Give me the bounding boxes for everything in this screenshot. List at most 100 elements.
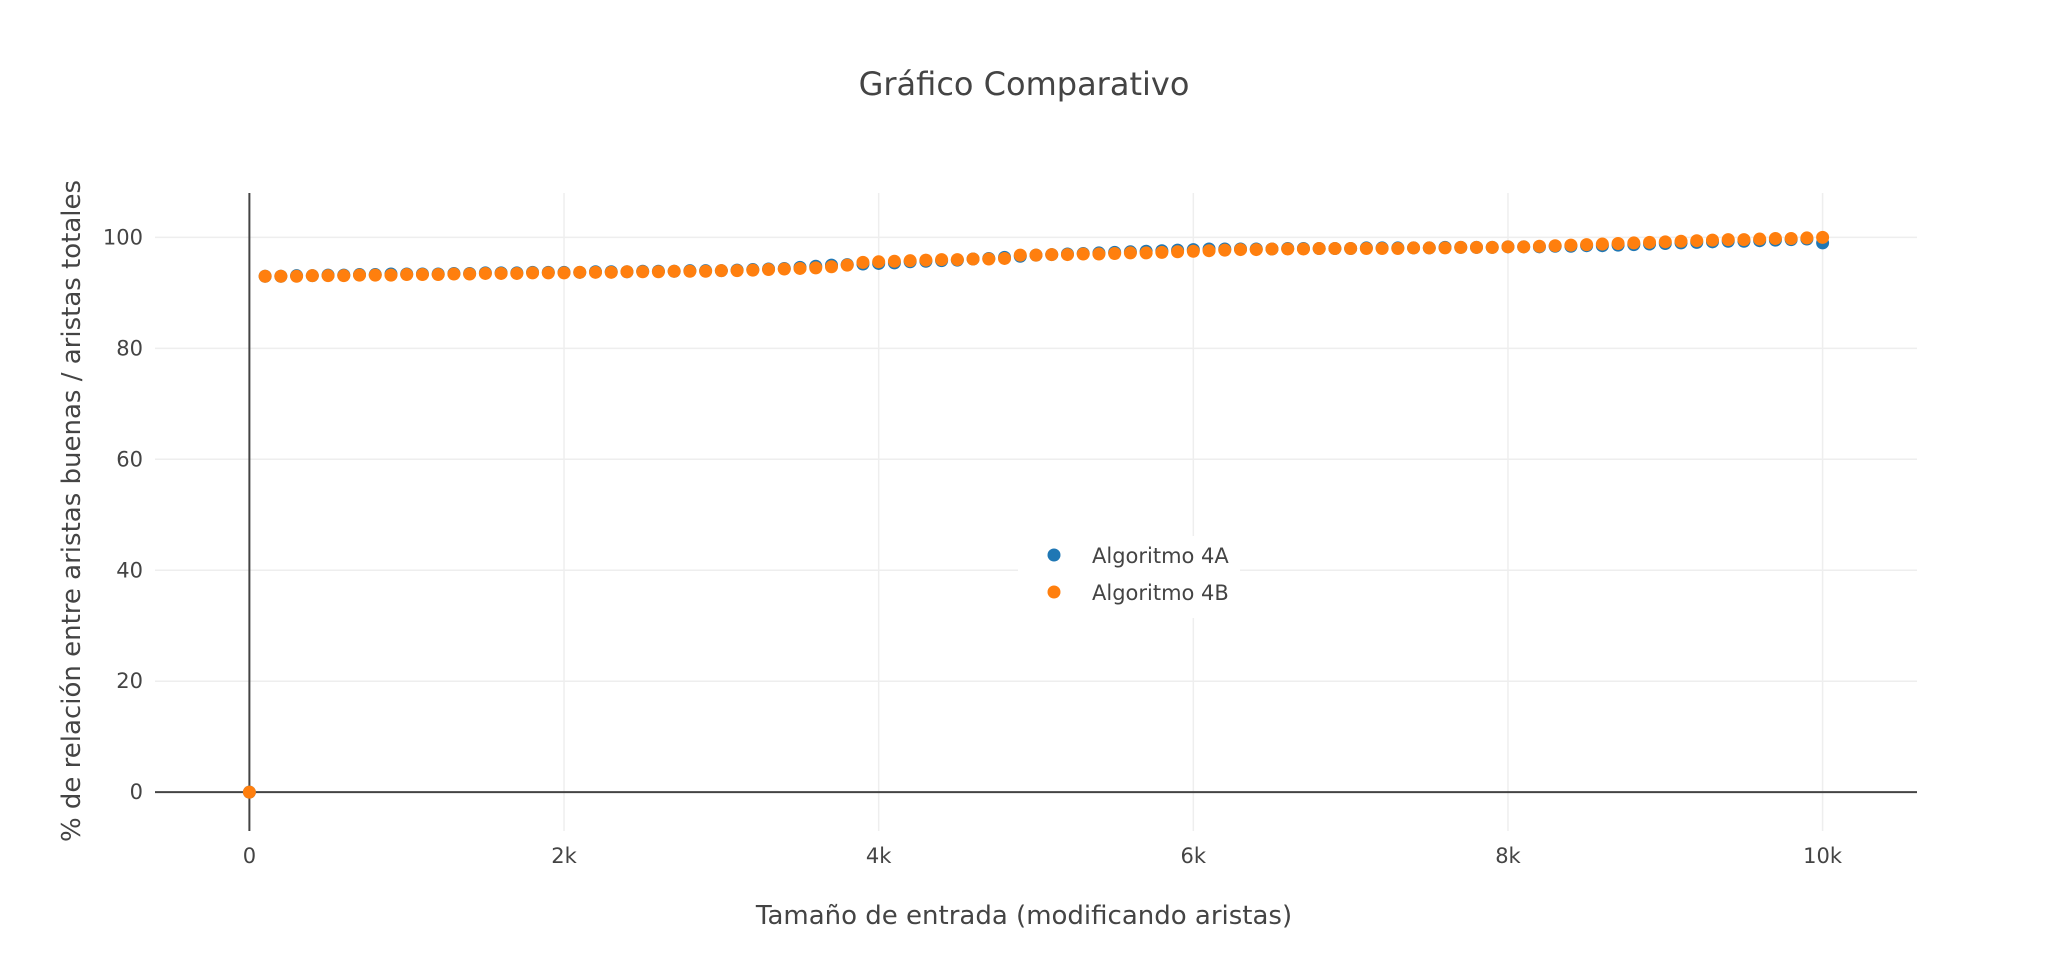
x-tick-label: 6k — [1181, 844, 1207, 868]
y-tick-label: 0 — [130, 780, 143, 804]
data-point — [494, 266, 508, 280]
data-point — [1171, 245, 1185, 259]
data-point — [1548, 239, 1562, 253]
data-point — [919, 253, 933, 267]
data-point — [620, 265, 634, 279]
data-point — [1045, 248, 1059, 262]
data-point — [1454, 240, 1468, 254]
x-tick-label: 10k — [1803, 844, 1843, 868]
data-point — [557, 266, 571, 280]
data-point — [541, 266, 555, 280]
data-point — [1438, 241, 1452, 255]
x-tick-label: 0 — [243, 844, 256, 868]
data-point — [683, 264, 697, 278]
data-point — [777, 262, 791, 276]
data-point — [998, 251, 1012, 265]
data-point — [463, 267, 477, 281]
data-point — [400, 268, 414, 282]
data-point — [1737, 233, 1751, 247]
data-point — [856, 255, 870, 269]
data-point — [1595, 237, 1609, 251]
data-point — [1470, 240, 1483, 254]
data-point — [1249, 243, 1263, 257]
y-tick-label: 100 — [103, 225, 143, 249]
data-point — [1753, 232, 1767, 246]
data-point — [337, 269, 351, 283]
data-point — [1359, 241, 1373, 255]
data-point — [887, 254, 901, 268]
series-algoritmo-4a — [242, 232, 1830, 799]
data-point — [1627, 236, 1641, 250]
gridlines — [155, 193, 1917, 831]
data-point — [1485, 240, 1499, 254]
data-point — [1312, 241, 1326, 255]
data-point — [1768, 231, 1782, 245]
data-point — [966, 252, 980, 266]
legend-marker — [1047, 548, 1061, 562]
data-point — [1186, 244, 1200, 258]
x-tick-label: 2k — [551, 844, 577, 868]
data-point — [950, 253, 964, 267]
data-point — [510, 266, 524, 280]
data-point — [730, 264, 744, 278]
data-point — [699, 264, 713, 278]
data-point — [762, 263, 776, 277]
data-point — [1690, 234, 1704, 248]
data-point — [1816, 230, 1830, 244]
legend-marker — [1047, 585, 1061, 599]
data-point — [667, 264, 681, 278]
data-point — [1517, 240, 1531, 254]
data-point — [840, 258, 854, 272]
data-point — [274, 269, 288, 283]
data-point — [1611, 236, 1625, 250]
data-point — [1060, 248, 1074, 262]
data-point — [1784, 231, 1798, 245]
data-point — [447, 267, 461, 281]
data-point — [258, 269, 272, 283]
data-point — [1532, 239, 1546, 253]
y-axis-label: % de relación entre aristas buenas / ari… — [57, 180, 87, 842]
data-point — [353, 268, 367, 282]
data-point — [1580, 238, 1594, 252]
data-point — [809, 261, 823, 275]
data-point — [1643, 235, 1657, 249]
data-point — [636, 265, 650, 279]
data-point — [746, 263, 760, 277]
chart-title: Gráfico Comparativo — [859, 65, 1190, 103]
data-point — [1155, 245, 1169, 259]
data-point — [903, 254, 917, 268]
data-point — [651, 265, 665, 279]
data-point — [1391, 241, 1405, 255]
data-point — [573, 265, 587, 279]
data-point — [242, 785, 256, 799]
data-point — [1422, 241, 1436, 255]
data-point — [824, 260, 838, 274]
data-point — [872, 255, 886, 269]
data-point — [714, 264, 728, 278]
data-point — [1092, 247, 1106, 261]
data-point — [1013, 248, 1027, 262]
data-point — [1721, 233, 1735, 247]
x-tick-labels: 0 2k 4k 6k 8k 10k — [243, 844, 1843, 868]
y-tick-labels: 0 20 40 60 80 100 — [103, 225, 143, 804]
data-point — [1800, 231, 1814, 245]
data-point — [478, 266, 492, 280]
data-point — [1202, 244, 1216, 258]
data-point — [368, 268, 382, 282]
data-point — [1265, 242, 1279, 256]
legend-label: Algoritmo 4A — [1092, 544, 1229, 568]
data-point — [526, 266, 540, 280]
data-point — [384, 268, 398, 282]
data-point — [1328, 241, 1342, 255]
data-point — [415, 268, 429, 282]
data-point — [1108, 246, 1122, 260]
data-point — [1076, 247, 1090, 261]
data-point — [1029, 248, 1043, 262]
y-tick-label: 20 — [116, 669, 143, 693]
data-point — [290, 269, 304, 283]
series-algoritmo-4b — [242, 230, 1830, 799]
data-point — [982, 252, 996, 266]
y-tick-label: 60 — [116, 447, 143, 471]
data-point — [431, 268, 445, 282]
